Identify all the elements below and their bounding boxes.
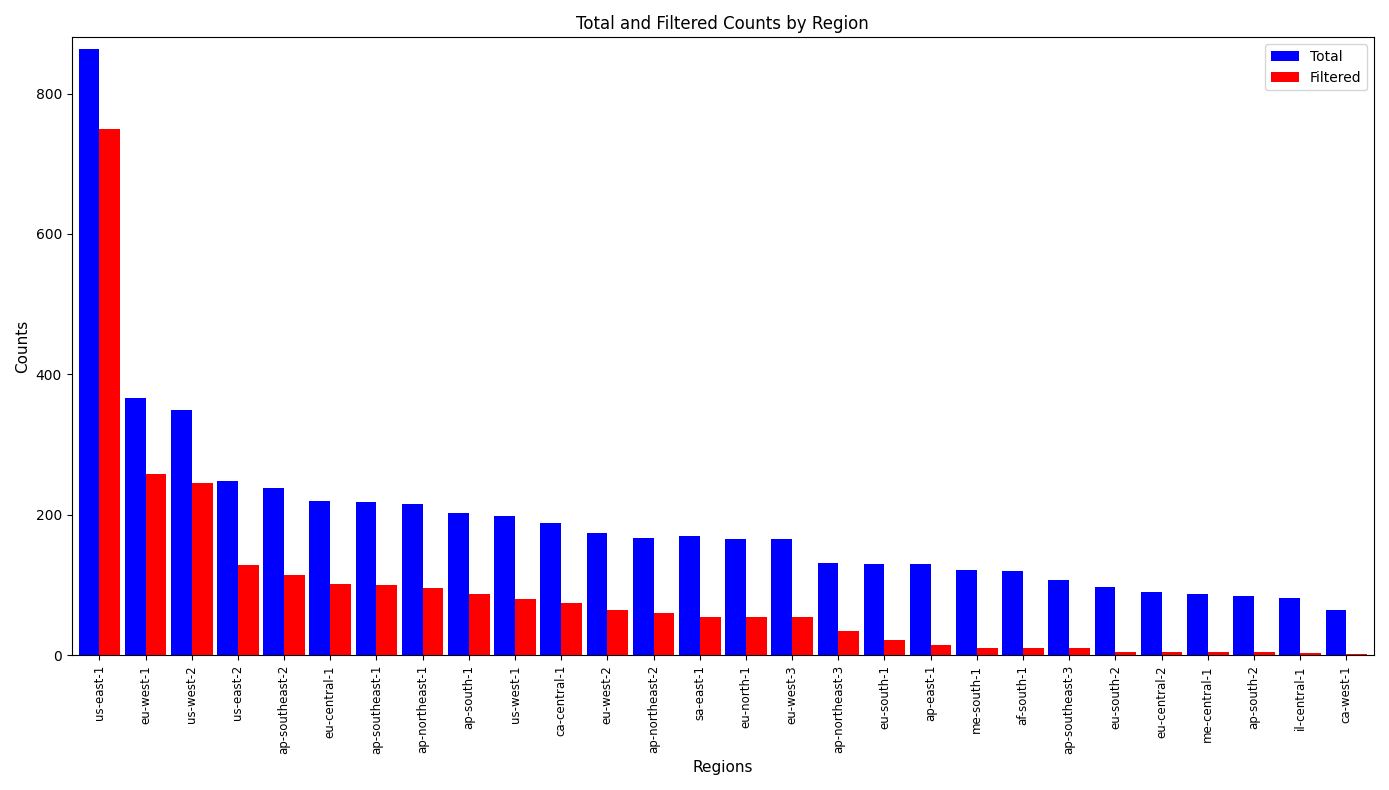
Bar [633, 538, 654, 656]
Bar [1049, 580, 1070, 656]
Bar [1024, 649, 1043, 656]
Bar [540, 523, 561, 656]
Bar [264, 488, 285, 656]
Bar [515, 599, 536, 656]
Bar [146, 474, 167, 656]
Legend: Total, Filtered: Total, Filtered [1265, 44, 1367, 90]
Bar [1188, 593, 1208, 656]
Bar [1254, 652, 1275, 656]
Bar [1233, 596, 1254, 656]
Bar [1070, 649, 1090, 656]
Bar [725, 540, 746, 656]
Bar [586, 533, 607, 656]
Bar [1003, 571, 1024, 656]
Bar [401, 504, 422, 656]
Bar [238, 566, 258, 656]
Y-axis label: Counts: Counts [15, 320, 31, 373]
Bar [910, 564, 931, 656]
X-axis label: Regions: Regions [693, 760, 753, 775]
Bar [1161, 652, 1182, 656]
Bar [746, 617, 767, 656]
Bar [839, 630, 858, 656]
Bar [125, 397, 146, 656]
Bar [931, 645, 951, 656]
Bar [607, 610, 628, 656]
Bar [818, 562, 839, 656]
Bar [700, 617, 721, 656]
Bar [331, 584, 351, 656]
Bar [422, 588, 443, 656]
Bar [654, 613, 674, 656]
Bar [376, 585, 397, 656]
Bar [1095, 587, 1115, 656]
Bar [217, 481, 238, 656]
Bar [1279, 598, 1300, 656]
Bar [1140, 592, 1161, 656]
Bar [976, 649, 997, 656]
Bar [79, 49, 100, 656]
Title: Total and Filtered Counts by Region: Total and Filtered Counts by Region [576, 15, 870, 33]
Bar [885, 640, 906, 656]
Bar [1300, 653, 1321, 656]
Bar [310, 501, 331, 656]
Bar [100, 129, 119, 656]
Bar [956, 570, 976, 656]
Bar [1346, 654, 1367, 656]
Bar [1115, 652, 1136, 656]
Bar [1208, 652, 1228, 656]
Bar [171, 409, 192, 656]
Bar [561, 603, 582, 656]
Bar [356, 502, 376, 656]
Bar [1325, 610, 1346, 656]
Bar [679, 536, 700, 656]
Bar [192, 483, 213, 656]
Bar [771, 540, 792, 656]
Bar [285, 575, 304, 656]
Bar [494, 516, 515, 656]
Bar [864, 564, 885, 656]
Bar [469, 593, 489, 656]
Bar [449, 514, 469, 656]
Bar [792, 617, 813, 656]
